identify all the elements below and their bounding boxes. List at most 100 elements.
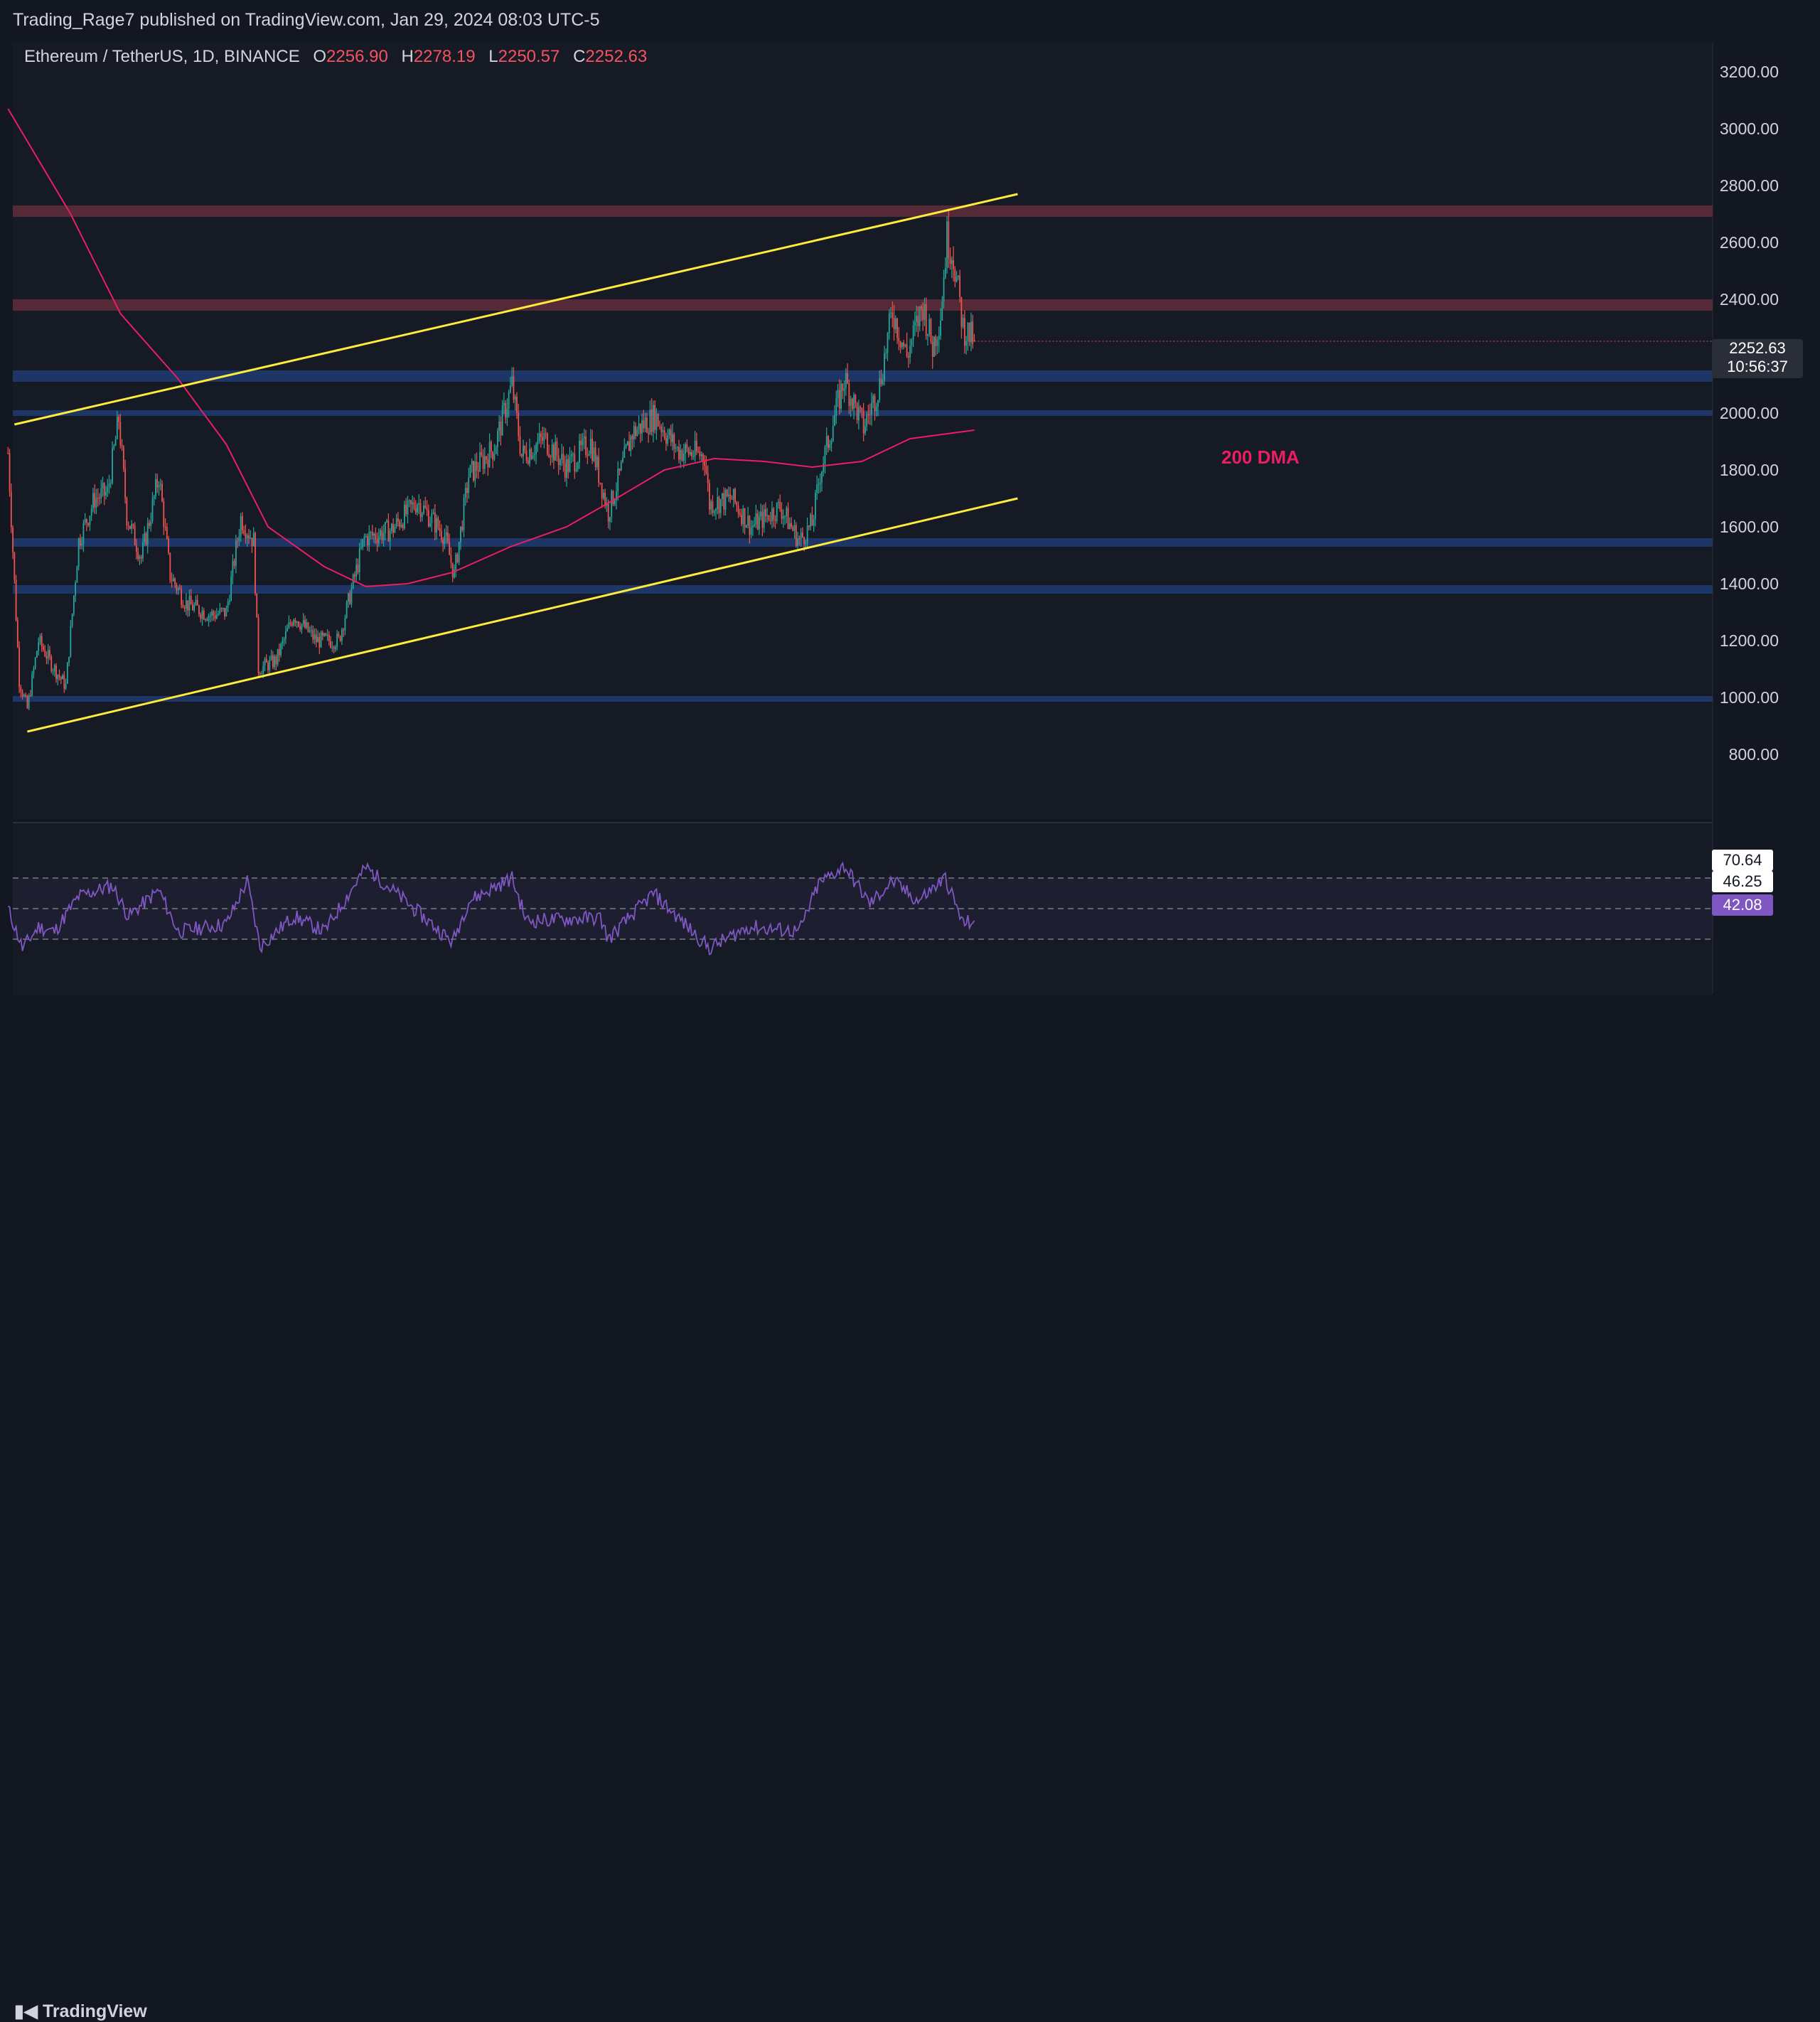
chart-svg[interactable] xyxy=(0,0,1820,1041)
candle-body xyxy=(818,483,820,485)
candle-body xyxy=(331,646,333,648)
candle-body xyxy=(625,445,627,448)
candle-body xyxy=(830,441,833,445)
candle-body xyxy=(25,695,27,697)
candle-body xyxy=(113,445,115,449)
candle-body xyxy=(791,523,792,528)
zone-resistance-1 xyxy=(13,299,1713,311)
candle-body xyxy=(660,427,663,432)
candle-body xyxy=(58,675,60,678)
candle-body xyxy=(866,414,868,427)
candle-body xyxy=(739,513,741,515)
tradingview-logo[interactable]: ▮◀ TradingView xyxy=(14,2001,147,2022)
candle-body xyxy=(169,552,171,581)
candle-body xyxy=(719,499,722,513)
chart-area[interactable] xyxy=(13,43,1713,819)
candle-body xyxy=(813,519,815,526)
candle-body xyxy=(371,532,373,536)
candle-body xyxy=(754,524,756,526)
candle-body xyxy=(747,515,749,525)
candle-body xyxy=(442,539,444,545)
candle-body xyxy=(461,526,464,530)
candle-body xyxy=(570,454,572,457)
candle-body xyxy=(724,489,727,510)
candle-body xyxy=(158,485,160,488)
candle-body xyxy=(33,668,35,674)
candle-body xyxy=(582,439,584,446)
candle-body xyxy=(451,562,454,578)
candle-body xyxy=(248,535,250,539)
price-tick: 1000.00 xyxy=(1719,688,1779,707)
candle-body xyxy=(90,508,92,516)
candle-body xyxy=(291,624,293,626)
high-key: H xyxy=(401,47,414,66)
candle-body xyxy=(516,396,518,413)
candle-body xyxy=(761,511,764,528)
candle-body xyxy=(907,355,909,358)
candle-body xyxy=(636,429,638,437)
candle-body xyxy=(880,378,882,385)
candle-body xyxy=(928,319,931,334)
candle-body xyxy=(523,446,524,456)
candle-body xyxy=(673,434,675,449)
candle-body xyxy=(903,342,904,346)
candle-body xyxy=(722,493,723,500)
candle-body xyxy=(153,496,155,499)
candle-body xyxy=(75,582,77,596)
candle-body xyxy=(205,619,206,621)
zone-resistance-0 xyxy=(13,205,1713,217)
candle-body xyxy=(444,535,446,545)
zone-support-6 xyxy=(13,696,1713,702)
candle-body xyxy=(456,554,459,562)
candle-body xyxy=(731,498,733,500)
candle-body xyxy=(463,497,465,530)
candle-body xyxy=(555,441,557,461)
candle-body xyxy=(473,461,474,481)
candle-body xyxy=(931,342,933,357)
candle-body xyxy=(718,497,720,513)
candle-body xyxy=(103,483,105,496)
candle-body xyxy=(715,508,717,511)
candle-body xyxy=(736,502,738,506)
candle-body xyxy=(845,373,847,388)
candle-body xyxy=(622,458,623,462)
candle-body xyxy=(259,673,261,675)
candle-body xyxy=(339,636,341,641)
candle-body xyxy=(550,456,552,458)
candle-body xyxy=(631,436,633,439)
candle-body xyxy=(334,647,336,649)
candle-body xyxy=(871,402,872,415)
candle-body xyxy=(283,638,285,641)
candle-body xyxy=(418,503,420,506)
symbol-legend[interactable]: Ethereum / TetherUS, 1D, BINANCE O2256.9… xyxy=(24,47,647,67)
candle-body xyxy=(240,516,242,537)
candle-body xyxy=(641,420,643,434)
candle-body xyxy=(810,515,812,527)
candle-body xyxy=(500,421,502,436)
candle-body xyxy=(654,405,656,430)
candle-body xyxy=(529,449,530,464)
candle-body xyxy=(255,533,256,594)
candle-body xyxy=(567,459,569,472)
candle-body xyxy=(257,617,259,674)
candle-body xyxy=(965,341,968,346)
symbol-name[interactable]: Ethereum / TetherUS, 1D, BINANCE xyxy=(24,47,300,66)
candle-body xyxy=(861,407,863,412)
candle-body xyxy=(159,483,161,486)
candle-body xyxy=(514,396,516,400)
candle-body xyxy=(513,376,515,400)
candle-body xyxy=(43,646,44,651)
candle-body xyxy=(973,340,975,341)
candle-body xyxy=(163,501,165,527)
candle-body xyxy=(121,445,123,447)
price-tick: 2000.00 xyxy=(1719,404,1779,422)
candle-body xyxy=(26,696,28,709)
candle-body xyxy=(164,526,166,528)
candle-body xyxy=(612,491,614,505)
candle-body xyxy=(668,429,670,436)
candle-body xyxy=(869,414,871,415)
candle-body xyxy=(203,610,205,620)
candle-body xyxy=(819,482,821,484)
dma-200-line xyxy=(7,108,975,588)
candle-body xyxy=(723,493,725,510)
